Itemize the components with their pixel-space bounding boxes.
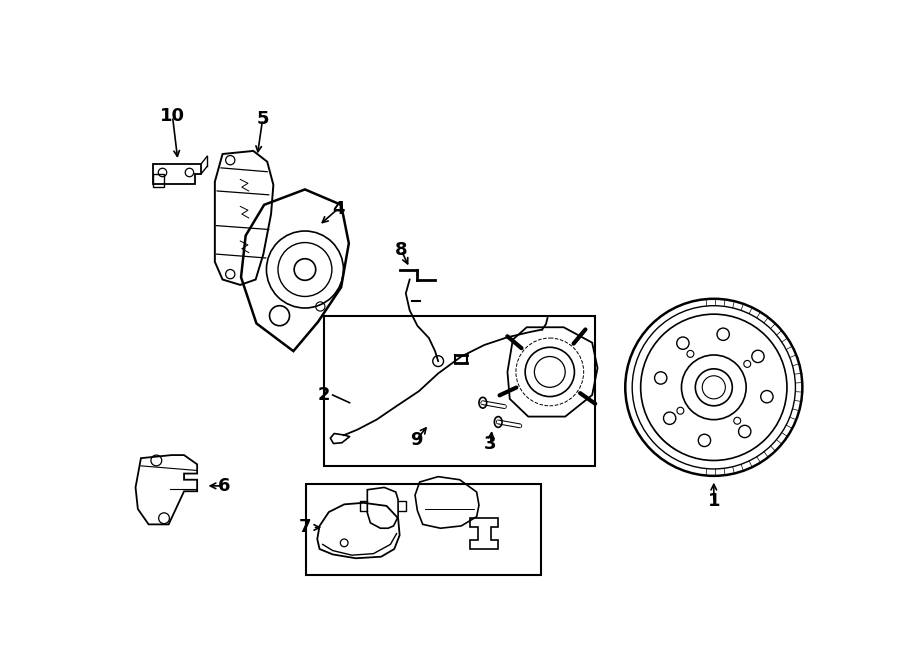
Text: 4: 4 [332, 200, 345, 217]
Text: 3: 3 [484, 436, 497, 453]
Text: 1: 1 [707, 492, 720, 510]
Circle shape [294, 258, 316, 280]
Circle shape [269, 305, 290, 326]
Bar [324, 316, 595, 466]
Text: 9: 9 [410, 431, 423, 449]
Text: 10: 10 [160, 107, 185, 126]
Text: 6: 6 [218, 477, 230, 495]
Text: 8: 8 [395, 241, 408, 259]
Text: 2: 2 [318, 386, 330, 404]
Bar [306, 485, 541, 575]
Text: 5: 5 [256, 110, 269, 128]
Text: 7: 7 [299, 518, 311, 537]
